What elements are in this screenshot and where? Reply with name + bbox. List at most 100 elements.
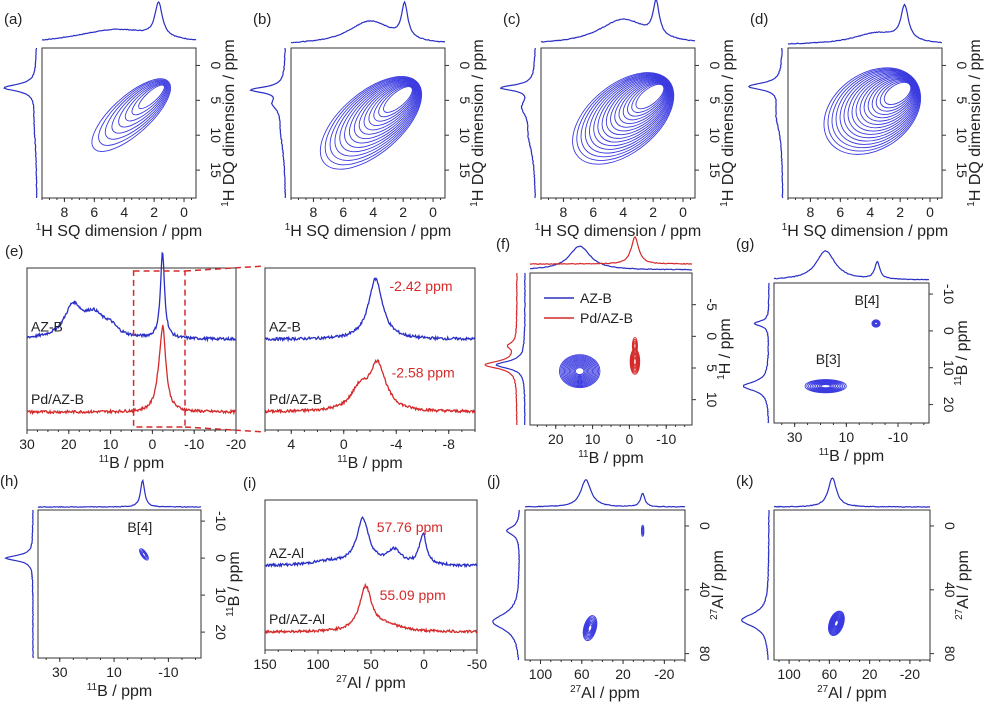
x-tick-label: 2 bbox=[896, 204, 904, 220]
projection-top bbox=[529, 236, 692, 265]
x-tick-label: 0 bbox=[180, 204, 188, 220]
y-tick-label: 0 bbox=[213, 554, 229, 562]
y-axis-label: 1H DQ dimension / ppm bbox=[966, 39, 984, 206]
y-tick-label: 10 bbox=[941, 360, 957, 376]
x-tick-label: -20 bbox=[654, 666, 674, 682]
y-tick-label: 80 bbox=[942, 646, 958, 662]
contour-level bbox=[632, 356, 638, 367]
contour-level bbox=[586, 621, 594, 635]
contour-level bbox=[831, 616, 841, 630]
y-tick-label: 0 bbox=[707, 62, 723, 70]
contour-level bbox=[584, 74, 673, 154]
projection-top bbox=[787, 3, 943, 45]
y-tick-label: 5 bbox=[707, 96, 723, 104]
contour-level bbox=[830, 614, 842, 632]
contour-level bbox=[871, 79, 914, 115]
contour-level bbox=[813, 381, 838, 391]
x-tick-label: 4 bbox=[369, 204, 377, 220]
contour-level bbox=[847, 73, 918, 135]
x-axis-label: 11B / ppm bbox=[337, 454, 402, 472]
contour-level bbox=[828, 610, 845, 636]
y-tick-label: 5 bbox=[954, 96, 970, 104]
y-tick-label: 0 bbox=[942, 522, 958, 530]
x-tick-label: 6 bbox=[589, 204, 597, 220]
x-tick-label: -20 bbox=[226, 436, 246, 452]
legend-label: Pd/AZ-B bbox=[580, 310, 633, 326]
contour-level bbox=[829, 613, 844, 634]
contour-level bbox=[614, 79, 668, 128]
panel-label: (j) bbox=[487, 473, 500, 490]
spectrum-az-b bbox=[26, 251, 237, 343]
contour-level bbox=[879, 80, 912, 109]
plot-frame bbox=[773, 509, 931, 661]
series-label: Pd/AZ-B bbox=[269, 391, 322, 407]
contour-level bbox=[831, 615, 842, 631]
contour-level bbox=[633, 342, 637, 350]
contour-level bbox=[641, 527, 644, 534]
y-tick-label: 10 bbox=[704, 392, 720, 408]
contour-level bbox=[883, 81, 912, 105]
x-tick-label: 10 bbox=[106, 664, 122, 680]
contour-level bbox=[584, 619, 596, 638]
x-tick-label: 0 bbox=[926, 204, 934, 220]
y-axis-label: 27Al / ppm bbox=[954, 550, 972, 620]
projection-top bbox=[540, 0, 696, 43]
projection-left bbox=[249, 48, 287, 198]
contour-level bbox=[363, 83, 416, 131]
zoom-box bbox=[132, 270, 186, 428]
contour-level bbox=[139, 548, 149, 561]
spectrum-az-al bbox=[264, 516, 478, 569]
series-label: Pd/AZ-B bbox=[31, 391, 84, 407]
x-axis-label: 11B / ppm bbox=[819, 447, 884, 465]
contour-level bbox=[851, 74, 917, 132]
projection-left bbox=[741, 509, 770, 660]
contour-level bbox=[809, 380, 842, 392]
projection-top bbox=[529, 245, 693, 271]
y-tick-label: 20 bbox=[213, 624, 229, 640]
contour-level bbox=[589, 75, 672, 150]
contour-level bbox=[124, 82, 167, 122]
contour-level bbox=[319, 76, 423, 170]
x-tick-label: 100 bbox=[777, 666, 801, 682]
contour-level bbox=[580, 73, 673, 158]
y-tick-label: -10 bbox=[213, 511, 229, 531]
contour-level bbox=[572, 72, 675, 165]
projection-left bbox=[495, 272, 526, 425]
contour-level bbox=[344, 79, 419, 148]
spectrum-pd-az-al bbox=[264, 582, 478, 635]
plot-frame bbox=[773, 282, 930, 424]
y-axis-label: 1H DQ dimension / ppm bbox=[719, 39, 737, 206]
projection-top bbox=[290, 0, 446, 44]
contour-level bbox=[875, 79, 913, 112]
projection-top bbox=[773, 250, 930, 281]
contour-level bbox=[573, 366, 586, 377]
x-axis-label: 11B / ppm bbox=[87, 682, 152, 700]
contour-level bbox=[830, 614, 843, 633]
plot-frame bbox=[37, 509, 202, 659]
x-axis-label: 11B / ppm bbox=[99, 454, 164, 472]
x-tick-label: 6 bbox=[90, 204, 98, 220]
x-tick-label: 0 bbox=[340, 436, 348, 452]
series-label: Pd/AZ-Al bbox=[269, 611, 325, 627]
peak-annotation: B[4] bbox=[127, 519, 152, 535]
x-tick-label: 30 bbox=[19, 436, 35, 452]
contour-level bbox=[587, 623, 593, 634]
plot-frame bbox=[290, 47, 446, 199]
y-axis-label: 11B / ppm bbox=[953, 320, 971, 385]
panel-g: 30 10 -10 -10 0 10 20 11B / ppm 11B / ppm (g) B[3]… bbox=[736, 236, 971, 465]
y-tick-label: 10 bbox=[457, 127, 473, 143]
y-tick-label: 10 bbox=[707, 127, 723, 143]
contour-level bbox=[567, 361, 592, 382]
contour-level bbox=[632, 355, 638, 369]
x-tick-label: -10 bbox=[656, 431, 676, 447]
contour-level bbox=[585, 620, 595, 636]
projection-left bbox=[743, 282, 770, 424]
y-tick-label: 15 bbox=[208, 162, 224, 178]
contour-level bbox=[832, 617, 841, 630]
x-tick-label: 2 bbox=[649, 204, 657, 220]
y-tick-label: 15 bbox=[457, 162, 473, 178]
contour-level bbox=[587, 624, 593, 632]
projection-top bbox=[41, 1, 197, 41]
panel-k: 100 60 20 -20 0 40 80 27Al / ppm 27Al / ppm (k) bbox=[736, 473, 972, 702]
